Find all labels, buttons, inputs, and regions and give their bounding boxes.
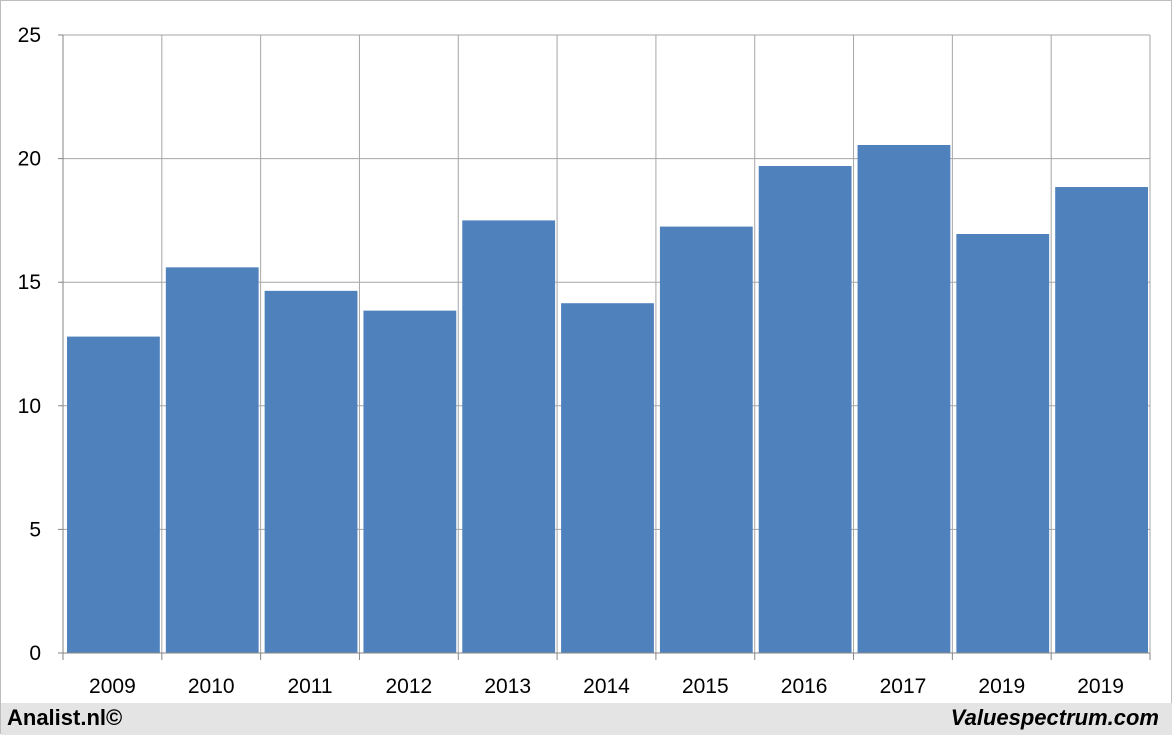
bar-2019-9 bbox=[956, 233, 1050, 653]
bar-2012-3 bbox=[363, 310, 457, 653]
x-tick-label: 2019 bbox=[978, 675, 1025, 698]
bar-2016-7 bbox=[758, 166, 852, 654]
x-tick-label: 2009 bbox=[89, 675, 136, 698]
y-tick-label: 25 bbox=[18, 24, 41, 47]
y-tick-label: 20 bbox=[18, 148, 41, 171]
bar-2017-8 bbox=[857, 145, 951, 653]
x-tick-label: 2013 bbox=[484, 675, 531, 698]
x-tick-label: 2011 bbox=[287, 675, 332, 698]
y-tick-label: 5 bbox=[29, 518, 41, 541]
x-tick-label: 2016 bbox=[781, 675, 828, 698]
x-tick-label: 2012 bbox=[386, 675, 433, 698]
y-tick-label: 15 bbox=[18, 271, 41, 294]
x-tick-labels: 2009 2010 2011 2012 2013 2014 2015 2016 2017 2019… bbox=[89, 675, 1124, 698]
bar-2019-10 bbox=[1055, 187, 1148, 653]
x-tick-label: 2015 bbox=[682, 675, 729, 698]
bar-2010-1 bbox=[165, 267, 259, 653]
footer-brand-label: Valuespectrum.com bbox=[950, 705, 1159, 730]
bar-2013-4 bbox=[462, 220, 556, 653]
y-tick-labels: 0 5 10 15 20 25 bbox=[18, 24, 41, 665]
y-tick-label: 0 bbox=[29, 642, 41, 665]
bar-2014-5 bbox=[561, 303, 654, 653]
footer-bar: Analist.nl© Valuespectrum.com bbox=[1, 703, 1172, 735]
x-tick-label: 2014 bbox=[583, 675, 630, 698]
bars bbox=[67, 145, 1148, 654]
x-tick-label: 2010 bbox=[188, 675, 235, 698]
footer-source-label: Analist.nl© bbox=[7, 705, 123, 730]
axes bbox=[58, 34, 1151, 660]
x-tick-label: 2019 bbox=[1077, 675, 1124, 698]
bar-2011-2 bbox=[264, 290, 358, 653]
x-tick-label: 2017 bbox=[880, 675, 927, 698]
y-tick-label: 10 bbox=[18, 395, 41, 418]
bar-2015-6 bbox=[659, 226, 753, 653]
bar-2009-0 bbox=[67, 336, 160, 653]
